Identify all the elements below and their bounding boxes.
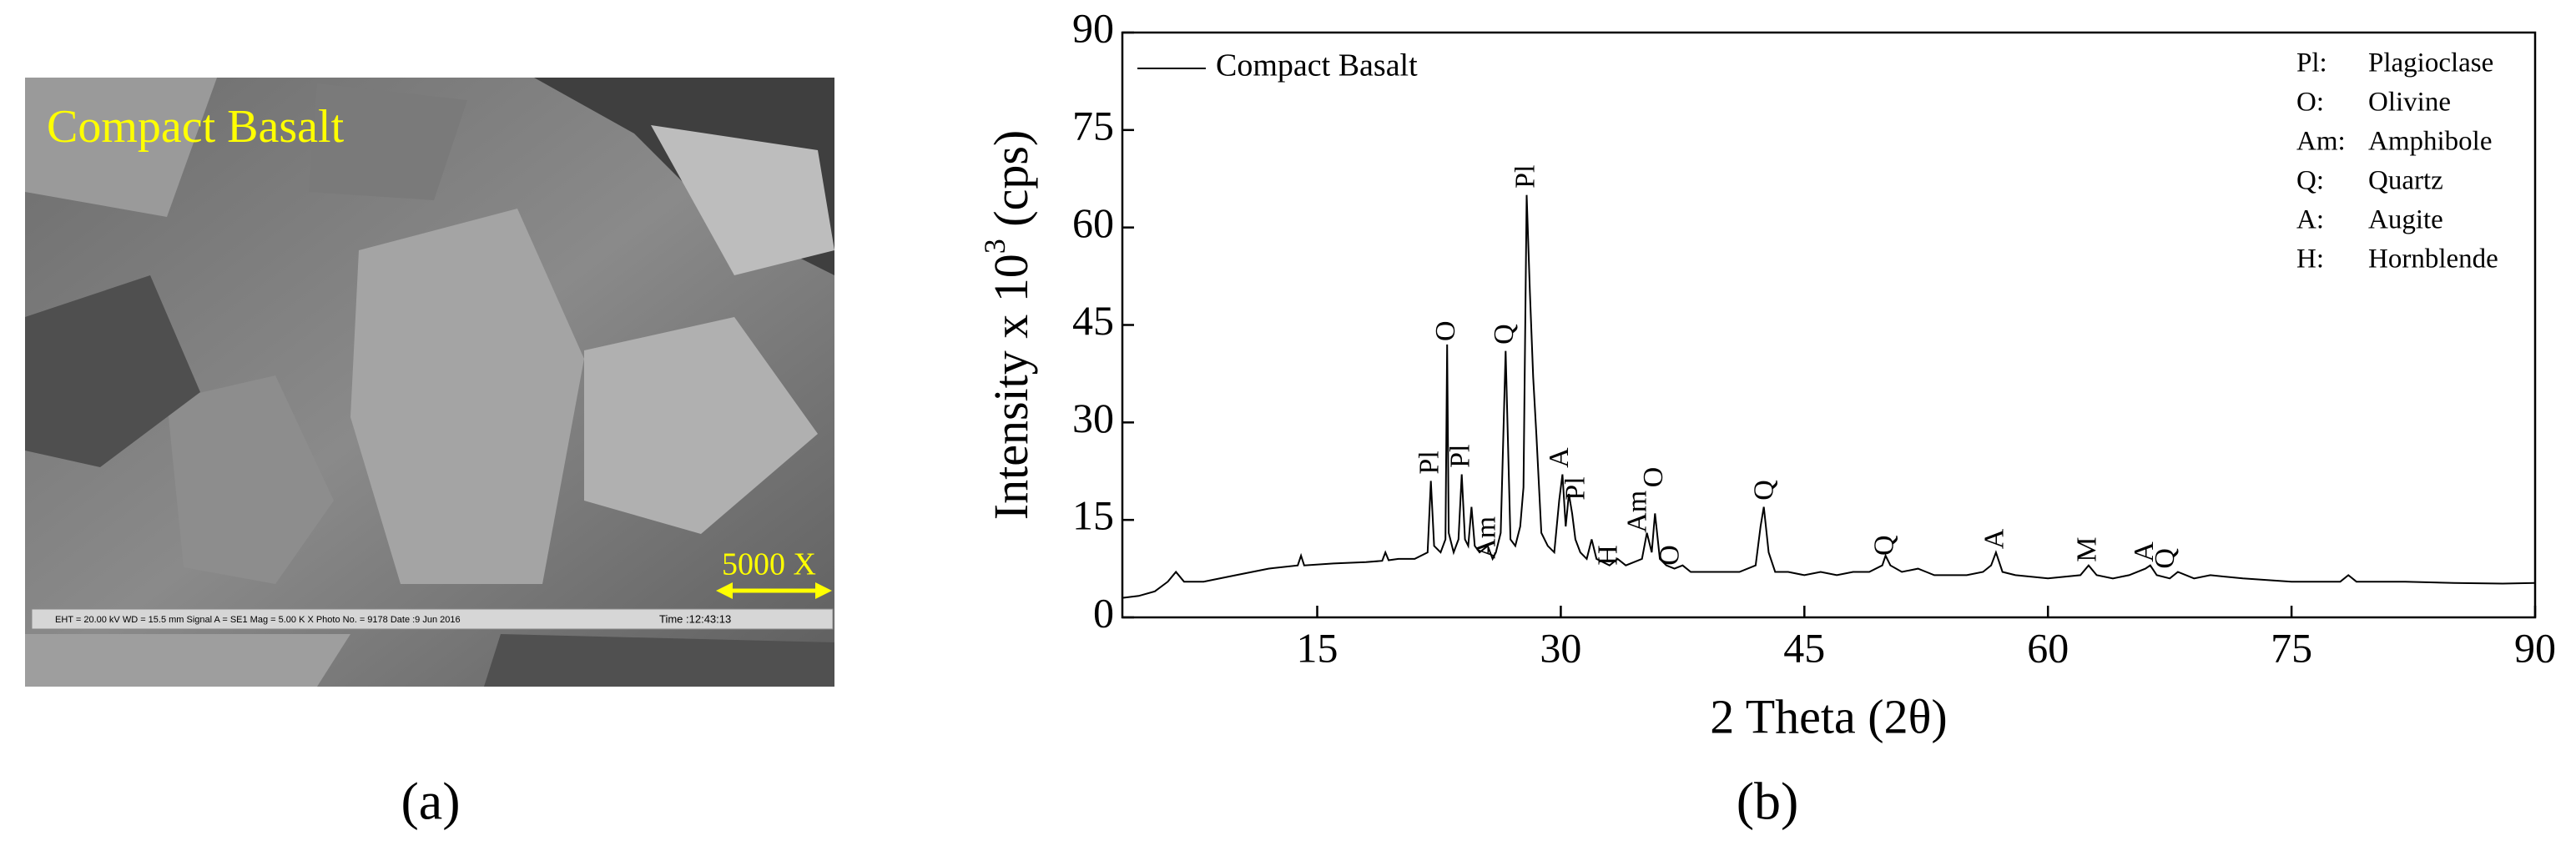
sem-image xyxy=(25,78,834,687)
x-tick-label: 75 xyxy=(2271,624,2312,671)
peak-label: Q xyxy=(1868,535,1899,556)
image-overlay-text: Compact Basalt xyxy=(47,101,345,153)
key-name: Quartz xyxy=(2368,166,2443,196)
y-tick-label: 75 xyxy=(1072,102,1114,149)
scale-arrow xyxy=(815,582,832,599)
y-tick-label: 15 xyxy=(1072,492,1114,539)
scale-text: 5000 X xyxy=(722,547,816,582)
peak-label: Q xyxy=(1489,324,1520,345)
y-axis-title-part: 3 xyxy=(978,239,1011,254)
y-tick-label: 30 xyxy=(1072,395,1114,441)
x-tick-label: 30 xyxy=(1540,624,1581,671)
peak-label: Pl xyxy=(1414,451,1445,474)
key-code: H: xyxy=(2296,244,2324,274)
y-axis-title-part: Intensity x 10 xyxy=(984,254,1038,520)
peak-label: O xyxy=(1638,467,1669,488)
peak-label: Q xyxy=(1748,480,1779,501)
info-bar-text: EHT = 20.00 kV WD = 15.5 mm Signal A = S… xyxy=(55,615,461,625)
key-name: Amphibole xyxy=(2368,127,2492,157)
x-axis-title: 2 Theta (2θ) xyxy=(1710,689,1947,743)
x-tick-label: 60 xyxy=(2027,624,2069,671)
y-tick-label: 0 xyxy=(1093,589,1114,636)
peak-label: Pl xyxy=(1560,476,1591,500)
key-code: O: xyxy=(2296,88,2324,118)
peak-label: A xyxy=(2129,541,2160,562)
peak-label: Am xyxy=(1622,491,1653,533)
peak-label: Am xyxy=(1471,516,1502,559)
key-code: Pl: xyxy=(2296,48,2327,78)
peak-label: Pl xyxy=(1510,165,1540,189)
peak-label: A xyxy=(1979,528,2010,549)
panel-caption: (a) xyxy=(401,772,460,831)
x-tick-label: 45 xyxy=(1783,624,1825,671)
key-name: Plagioclase xyxy=(2368,48,2493,78)
key-code: Q: xyxy=(2296,166,2324,196)
peak-label: O xyxy=(1655,545,1686,566)
key-name: Hornblende xyxy=(2368,244,2498,274)
scale-arrow xyxy=(716,582,733,599)
key-code: A: xyxy=(2296,205,2324,235)
peak-label: A xyxy=(1544,447,1575,468)
key-code: Am: xyxy=(2296,127,2346,157)
legend-label: Compact Basalt xyxy=(1216,48,1418,83)
key-name: Olivine xyxy=(2368,88,2451,118)
y-tick-label: 60 xyxy=(1072,199,1114,246)
peak-label: Q xyxy=(2150,548,2180,569)
x-tick-label: 90 xyxy=(2514,624,2556,671)
peak-label: Pl xyxy=(1445,444,1476,467)
plot-frame xyxy=(1121,31,2537,619)
panel-caption: (b) xyxy=(1737,772,1799,831)
data-line xyxy=(1122,194,2536,599)
key-name: Augite xyxy=(2368,205,2443,235)
peak-label: H xyxy=(1593,545,1624,566)
x-tick-label: 15 xyxy=(1297,624,1338,671)
peak-label: M xyxy=(2072,537,2103,562)
y-tick-label: 45 xyxy=(1072,297,1114,344)
y-tick-label: 90 xyxy=(1072,4,1114,51)
info-time-text: Time :12:43:13 xyxy=(659,612,731,625)
peak-label: O xyxy=(1430,320,1461,341)
y-axis-title-part: (cps) xyxy=(984,130,1038,239)
y-axis-title: Intensity x 103 (cps) xyxy=(978,130,1038,520)
